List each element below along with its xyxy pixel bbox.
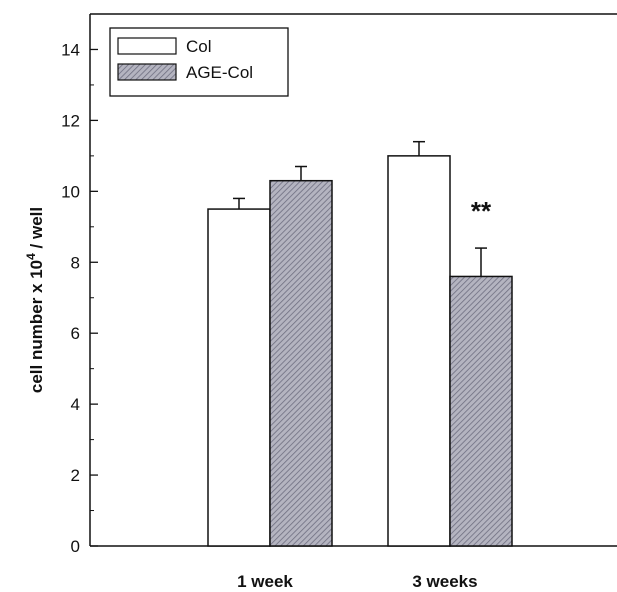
bar — [269, 179, 333, 547]
annotations: ** — [471, 196, 492, 226]
y-tick-label: 2 — [71, 466, 80, 485]
legend-swatch — [117, 63, 177, 81]
y-tick-label: 0 — [71, 537, 80, 556]
y-tick-label: 6 — [71, 324, 80, 343]
x-tick-label: 1 week — [237, 572, 293, 591]
plot-frame — [89, 13, 617, 547]
y-tick-label: 4 — [71, 395, 80, 414]
bar — [449, 275, 513, 547]
y-tick-label: 14 — [61, 40, 80, 59]
significance-annotation: ** — [471, 196, 492, 226]
x-tick-label: 3 weeks — [412, 572, 477, 591]
bar — [207, 208, 271, 547]
legend-label: Col — [186, 37, 212, 56]
y-axis: 0 2 4 6 8 10 12 14 — [61, 40, 98, 556]
y-tick-label: 10 — [61, 182, 80, 201]
bars — [207, 140, 513, 547]
legend-label: AGE-Col — [186, 63, 253, 82]
legend: Col AGE-Col — [109, 27, 289, 97]
legend-swatch — [117, 37, 177, 55]
x-axis: 1 week 3 weeks — [237, 572, 478, 591]
y-tick-label: 12 — [61, 111, 80, 130]
y-tick-label: 8 — [71, 253, 80, 272]
y-axis-title: cell number x 104 / well — [24, 207, 46, 393]
bar — [387, 155, 451, 547]
